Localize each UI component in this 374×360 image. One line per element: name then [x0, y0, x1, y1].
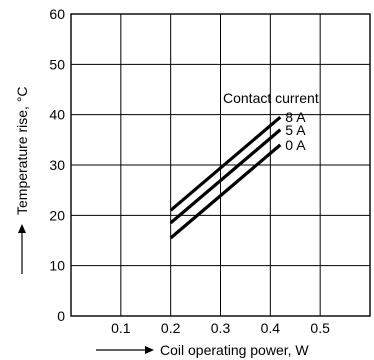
y-tick-label: 10	[49, 258, 65, 274]
x-tick-label: 0.1	[111, 320, 131, 336]
series-labels: 8 A5 A0 A	[285, 109, 306, 153]
y-tick-label: 0	[57, 308, 65, 324]
y-axis-arrowhead	[18, 224, 26, 233]
series-lines	[169, 115, 282, 240]
y-tick-label: 30	[49, 157, 65, 173]
series-label: 0 A	[285, 137, 306, 153]
grid	[71, 14, 370, 316]
y-axis-label-group: Temperature rise, °C	[14, 86, 30, 274]
x-axis-arrowhead	[145, 346, 154, 354]
x-tick-label: 0.5	[310, 320, 330, 336]
series-line	[169, 143, 282, 240]
plot-frame	[70, 13, 371, 317]
x-tick-label: 0.3	[211, 320, 231, 336]
series-label: 5 A	[285, 122, 306, 138]
y-tick-label: 40	[49, 107, 65, 123]
x-axis-label: Coil operating power, W	[160, 342, 309, 358]
y-tick-label: 60	[49, 6, 65, 22]
legend-title: Contact current	[223, 90, 319, 106]
series-label: 8 A	[285, 109, 306, 125]
y-tick-label: 50	[49, 56, 65, 72]
y-tick-label: 20	[49, 207, 65, 223]
y-axis-label: Temperature rise, °C	[14, 86, 30, 215]
series-line	[169, 128, 282, 225]
x-tick-label: 0.4	[261, 320, 281, 336]
series-line	[169, 115, 282, 212]
x-tick-label: 0.2	[161, 320, 181, 336]
x-axis-label-group: Coil operating power, W	[96, 342, 309, 358]
tick-labels: 0.1 0.2 0.3 0.4 0.5 0 10 20 30 40 50 60	[49, 6, 330, 336]
